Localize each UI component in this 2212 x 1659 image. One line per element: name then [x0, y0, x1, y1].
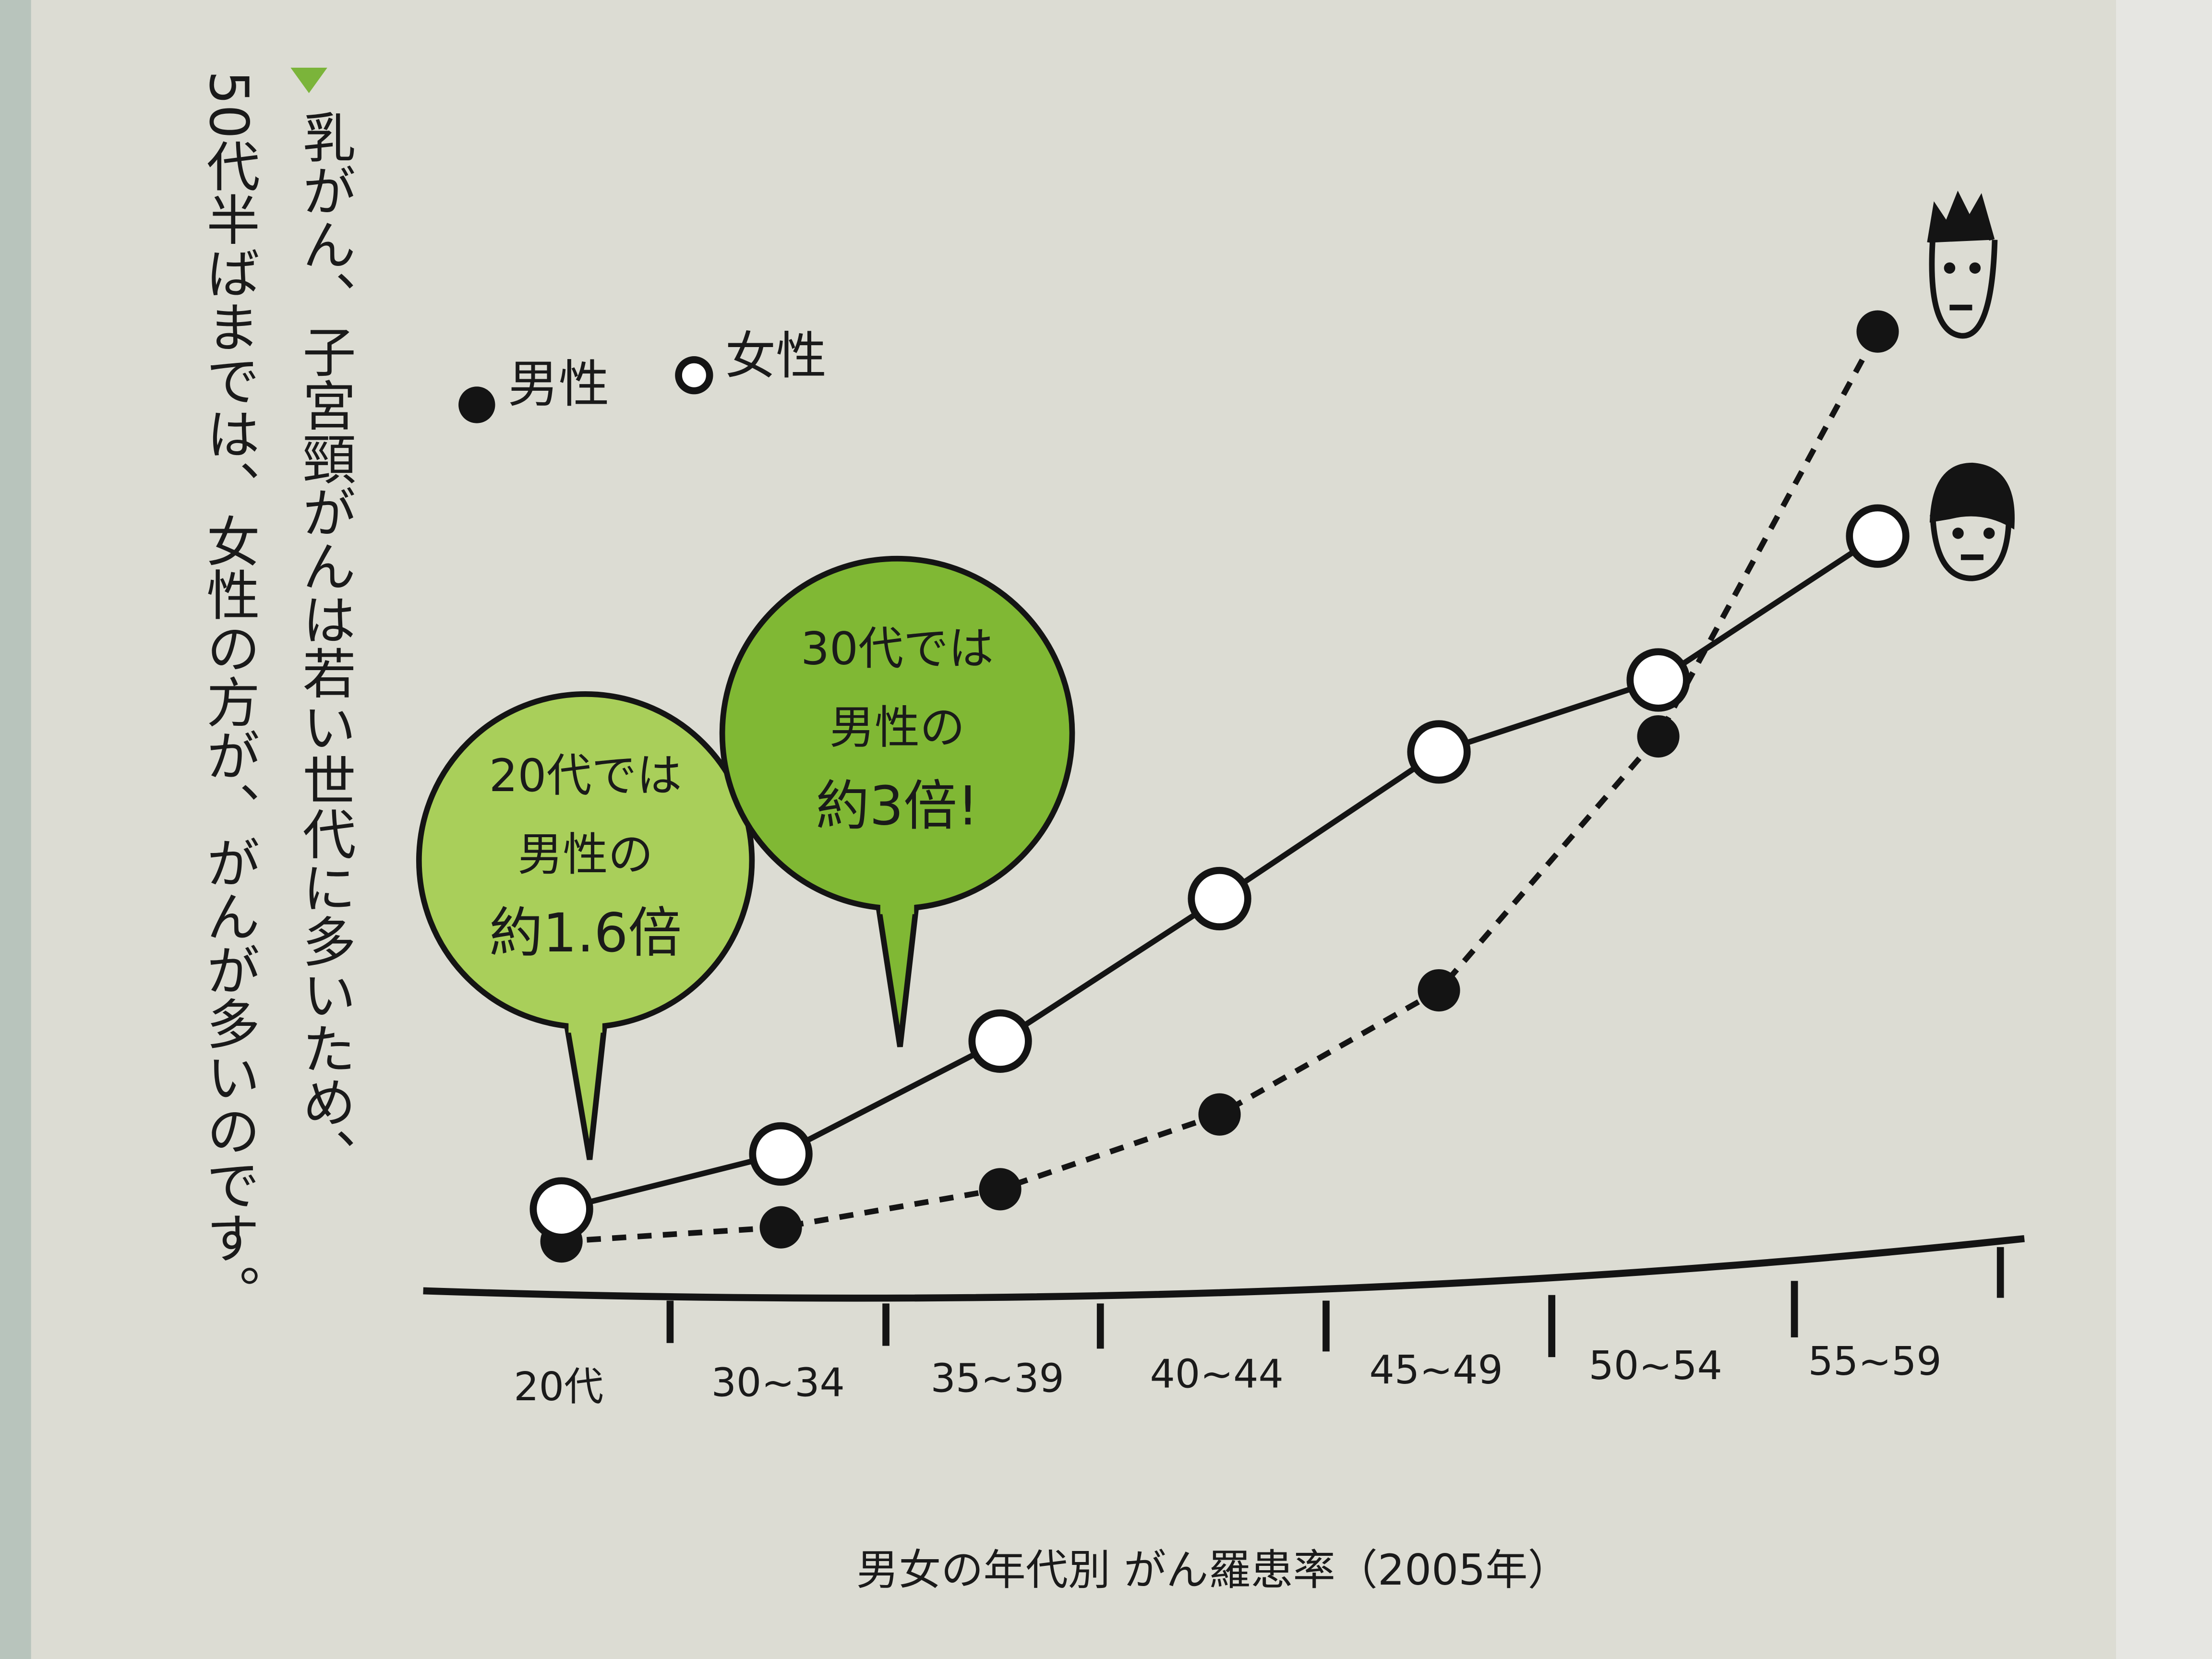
- x-tick-label: 45~49: [1370, 1347, 1503, 1393]
- callout-join: [568, 1013, 602, 1033]
- legend-label: 女性: [725, 326, 827, 385]
- point: [1198, 1093, 1241, 1136]
- legend-marker: [675, 356, 713, 395]
- marker-triangle: [290, 68, 327, 93]
- point: [759, 1206, 802, 1249]
- point: [1856, 310, 1899, 353]
- callout-text: 30代では: [801, 623, 994, 675]
- point: [749, 1122, 813, 1186]
- x-tick-label: 40~44: [1150, 1352, 1284, 1397]
- page-margin: [2116, 0, 2212, 1659]
- x-tick-label: 30~34: [711, 1360, 845, 1406]
- point: [968, 1009, 1032, 1073]
- note-column: 乳がん、子宮頸がんは若い世代に多いため、: [293, 110, 356, 1182]
- face-woman: [1929, 462, 2015, 581]
- x-tick-label: 50~54: [1589, 1343, 1722, 1389]
- point: [1626, 648, 1690, 712]
- point: [1407, 720, 1471, 784]
- callout-text: 20代では: [489, 750, 682, 802]
- note-column: 50代半ばまでは、女性の方が、がんが多いのです。: [197, 71, 260, 1318]
- callout-text: 約1.6倍: [489, 902, 682, 964]
- x-tick-label: 35~39: [931, 1356, 1064, 1402]
- callout-join: [880, 894, 914, 914]
- point: [529, 1177, 593, 1241]
- x-ticks: [666, 1247, 2004, 1358]
- point: [1418, 969, 1460, 1012]
- callout-text: 男性の: [518, 829, 653, 881]
- x-tick-label: 20代: [514, 1364, 603, 1410]
- callout-text: 約3倍!: [816, 775, 978, 838]
- caption: 男女の年代別 がん羅患率（2005年）: [856, 1545, 1570, 1595]
- point: [1188, 866, 1251, 931]
- point: [979, 1168, 1022, 1211]
- legend-marker: [458, 386, 495, 423]
- point: [1637, 715, 1680, 758]
- x-tick-label: 55~59: [1808, 1339, 1941, 1384]
- page-edge: [0, 0, 31, 1659]
- x-axis: [423, 1235, 2025, 1302]
- callout-text: 男性の: [830, 702, 965, 754]
- point: [1846, 504, 1910, 568]
- legend-label: 男性: [508, 355, 610, 414]
- face-man: [1927, 191, 1998, 339]
